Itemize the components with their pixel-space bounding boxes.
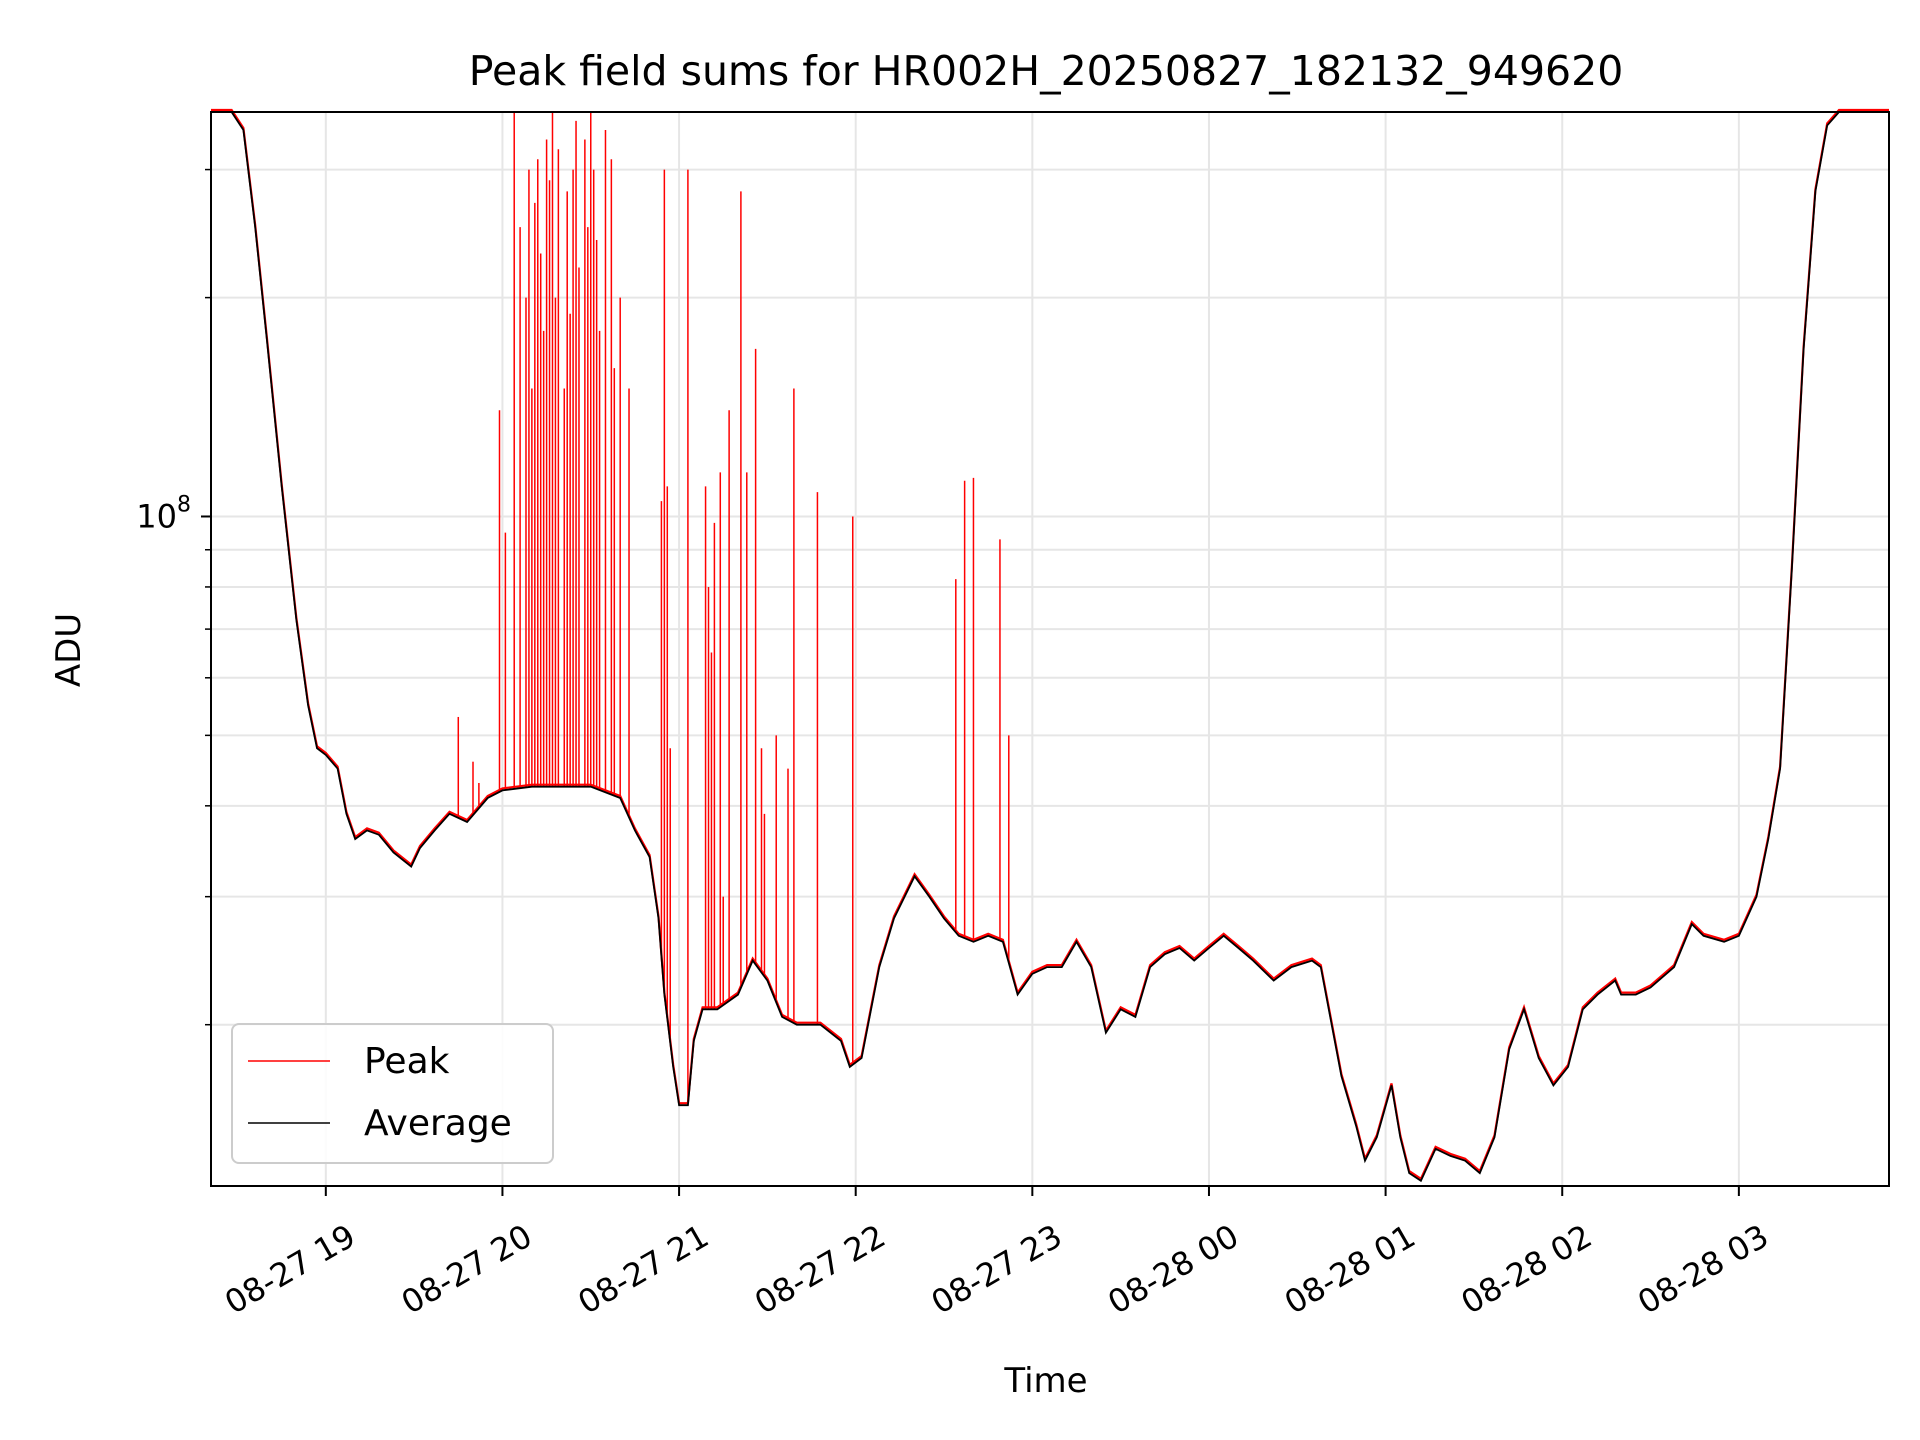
x-tick-label: 08-28 00: [1101, 1217, 1245, 1322]
y-tick-exponent: 8: [177, 492, 191, 517]
average-line: [211, 111, 1889, 1183]
grid-lines: [211, 112, 1889, 1186]
legend-box: [231, 1023, 554, 1164]
y-axis-label: ADU: [49, 613, 89, 687]
plot-frame: [210, 111, 1890, 1187]
x-axis-ticks: 08-27 19 08-27 20 08-27 21 08-27 22 08-27 23…: [218, 1186, 1775, 1322]
y-tick-label: 108: [136, 492, 191, 535]
y-tick-base: 10: [136, 497, 177, 535]
x-tick-label: 08-27 23: [925, 1217, 1069, 1322]
x-tick-label: 08-28 01: [1278, 1217, 1422, 1322]
x-tick-label: 08-27 20: [395, 1217, 539, 1322]
x-tick-label: 08-27 22: [748, 1217, 892, 1322]
series-average: [211, 111, 1889, 1183]
legend-label-average: Average: [364, 1103, 512, 1144]
x-tick-label: 08-27 21: [571, 1217, 715, 1322]
x-axis-label: Time: [1003, 1361, 1087, 1401]
series-peak: [211, 108, 1889, 1181]
x-tick-label: 08-28 03: [1631, 1217, 1775, 1322]
chart-title: Peak field sums for HR002H_20250827_1821…: [469, 47, 1624, 95]
legend-label-peak: Peak: [364, 1041, 450, 1082]
x-tick-label: 08-28 02: [1455, 1217, 1599, 1322]
x-tick-label: 08-27 19: [218, 1217, 362, 1322]
peak-line: [211, 108, 1889, 1181]
y-axis-ticks: 108: [136, 168, 211, 1026]
legend: Peak Average: [231, 1023, 554, 1164]
